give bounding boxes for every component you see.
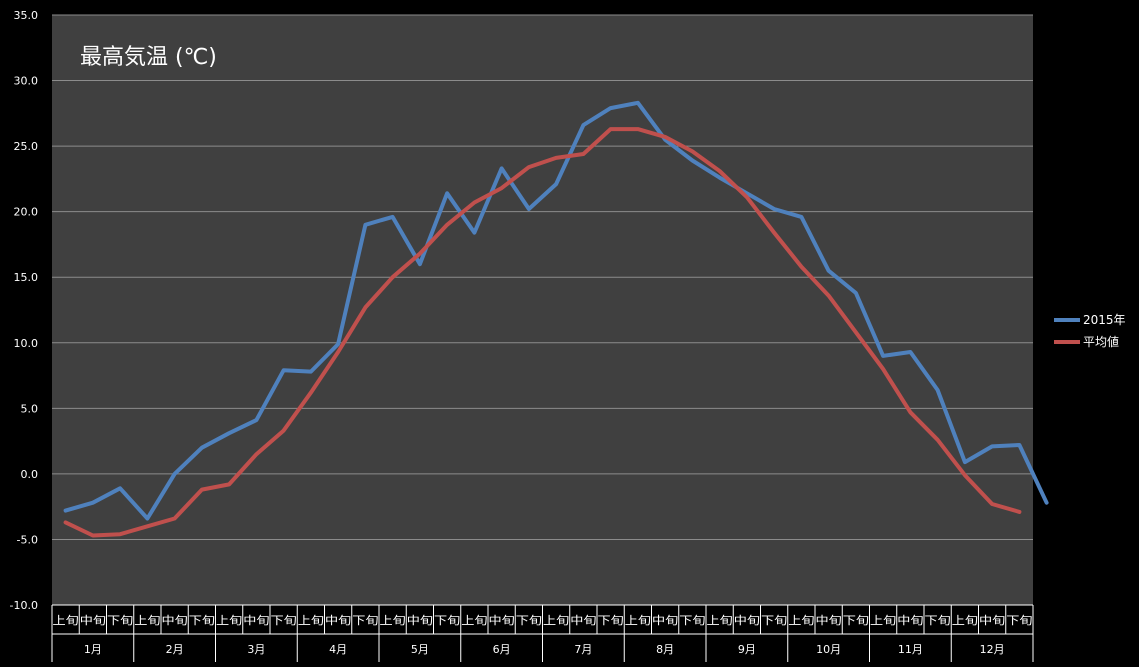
month-label: 9月 [738, 643, 756, 656]
month-label: 10月 [816, 643, 841, 656]
period-label: 中旬 [80, 614, 106, 627]
period-label: 上旬 [706, 614, 732, 627]
period-label: 下旬 [679, 614, 705, 627]
period-label: 下旬 [352, 614, 378, 627]
chart-title: 最高気温 (℃) [80, 45, 217, 70]
period-label: 下旬 [1006, 614, 1032, 627]
period-label: 上旬 [379, 614, 405, 627]
month-label: 7月 [574, 643, 592, 656]
plot-area [52, 15, 1033, 605]
period-label: 中旬 [325, 614, 351, 627]
month-label: 12月 [980, 643, 1005, 656]
period-label: 上旬 [870, 614, 896, 627]
legend-label: 平均値 [1083, 334, 1119, 349]
month-label: 11月 [898, 643, 923, 656]
y-tick-label: 5.0 [21, 402, 39, 415]
period-label: 上旬 [216, 614, 242, 627]
month-label: 2月 [166, 643, 184, 656]
period-label: 下旬 [597, 614, 623, 627]
y-tick-label: -10.0 [10, 599, 38, 612]
month-label: 6月 [493, 643, 511, 656]
period-label: 下旬 [189, 614, 215, 627]
period-label: 中旬 [570, 614, 596, 627]
period-label: 上旬 [543, 614, 569, 627]
period-label: 下旬 [843, 614, 869, 627]
period-label: 中旬 [815, 614, 841, 627]
y-tick-label: -5.0 [17, 533, 38, 546]
period-label: 上旬 [298, 614, 324, 627]
series-lines [63, 100, 1049, 538]
period-label: 上旬 [134, 614, 160, 627]
period-label: 上旬 [788, 614, 814, 627]
y-tick-label: 30.0 [14, 75, 39, 88]
period-label: 上旬 [461, 614, 487, 627]
period-label: 中旬 [652, 614, 678, 627]
period-label: 下旬 [924, 614, 950, 627]
series-line-1 [63, 100, 1049, 521]
period-label: 中旬 [979, 614, 1005, 627]
period-label: 上旬 [52, 614, 78, 627]
period-label: 中旬 [161, 614, 187, 627]
period-label: 下旬 [761, 614, 787, 627]
month-label: 3月 [247, 643, 265, 656]
x-axis: 上旬 中旬 下旬 上旬 中旬 下旬 上旬 中旬 下旬 上旬 中旬 下旬 上旬 中旬 下旬 上旬 中旬 下旬 上旬 中旬… [51, 604, 1034, 662]
y-tick-label: 35.0 [14, 9, 39, 22]
month-label: 5月 [411, 643, 429, 656]
period-label: 中旬 [734, 614, 760, 627]
y-axis-ticks: -10.0 -5.0 0.0 5.0 10.0 15.0 20.0 25.0 30.0 35.0 [10, 9, 38, 612]
y-tick-label: 15.0 [14, 271, 39, 284]
gridlines [52, 14, 1033, 606]
y-tick-label: 10.0 [14, 337, 39, 350]
period-label: 中旬 [897, 614, 923, 627]
series-line-2 [63, 127, 1022, 538]
y-tick-label: 0.0 [21, 468, 39, 481]
period-label: 下旬 [434, 614, 460, 627]
period-label: 下旬 [107, 614, 133, 627]
period-label: 上旬 [625, 614, 651, 627]
period-label: 中旬 [488, 614, 514, 627]
y-tick-label: 25.0 [14, 140, 39, 153]
month-label: 4月 [329, 643, 347, 656]
period-label: 下旬 [516, 614, 542, 627]
legend-label: 2015年 [1083, 313, 1126, 327]
period-label: 上旬 [952, 614, 978, 627]
period-label: 下旬 [270, 614, 296, 627]
month-label: 8月 [656, 643, 674, 656]
period-label: 中旬 [407, 614, 433, 627]
y-tick-label: 20.0 [14, 206, 39, 219]
period-label: 中旬 [243, 614, 269, 627]
month-label: 1月 [84, 643, 102, 656]
